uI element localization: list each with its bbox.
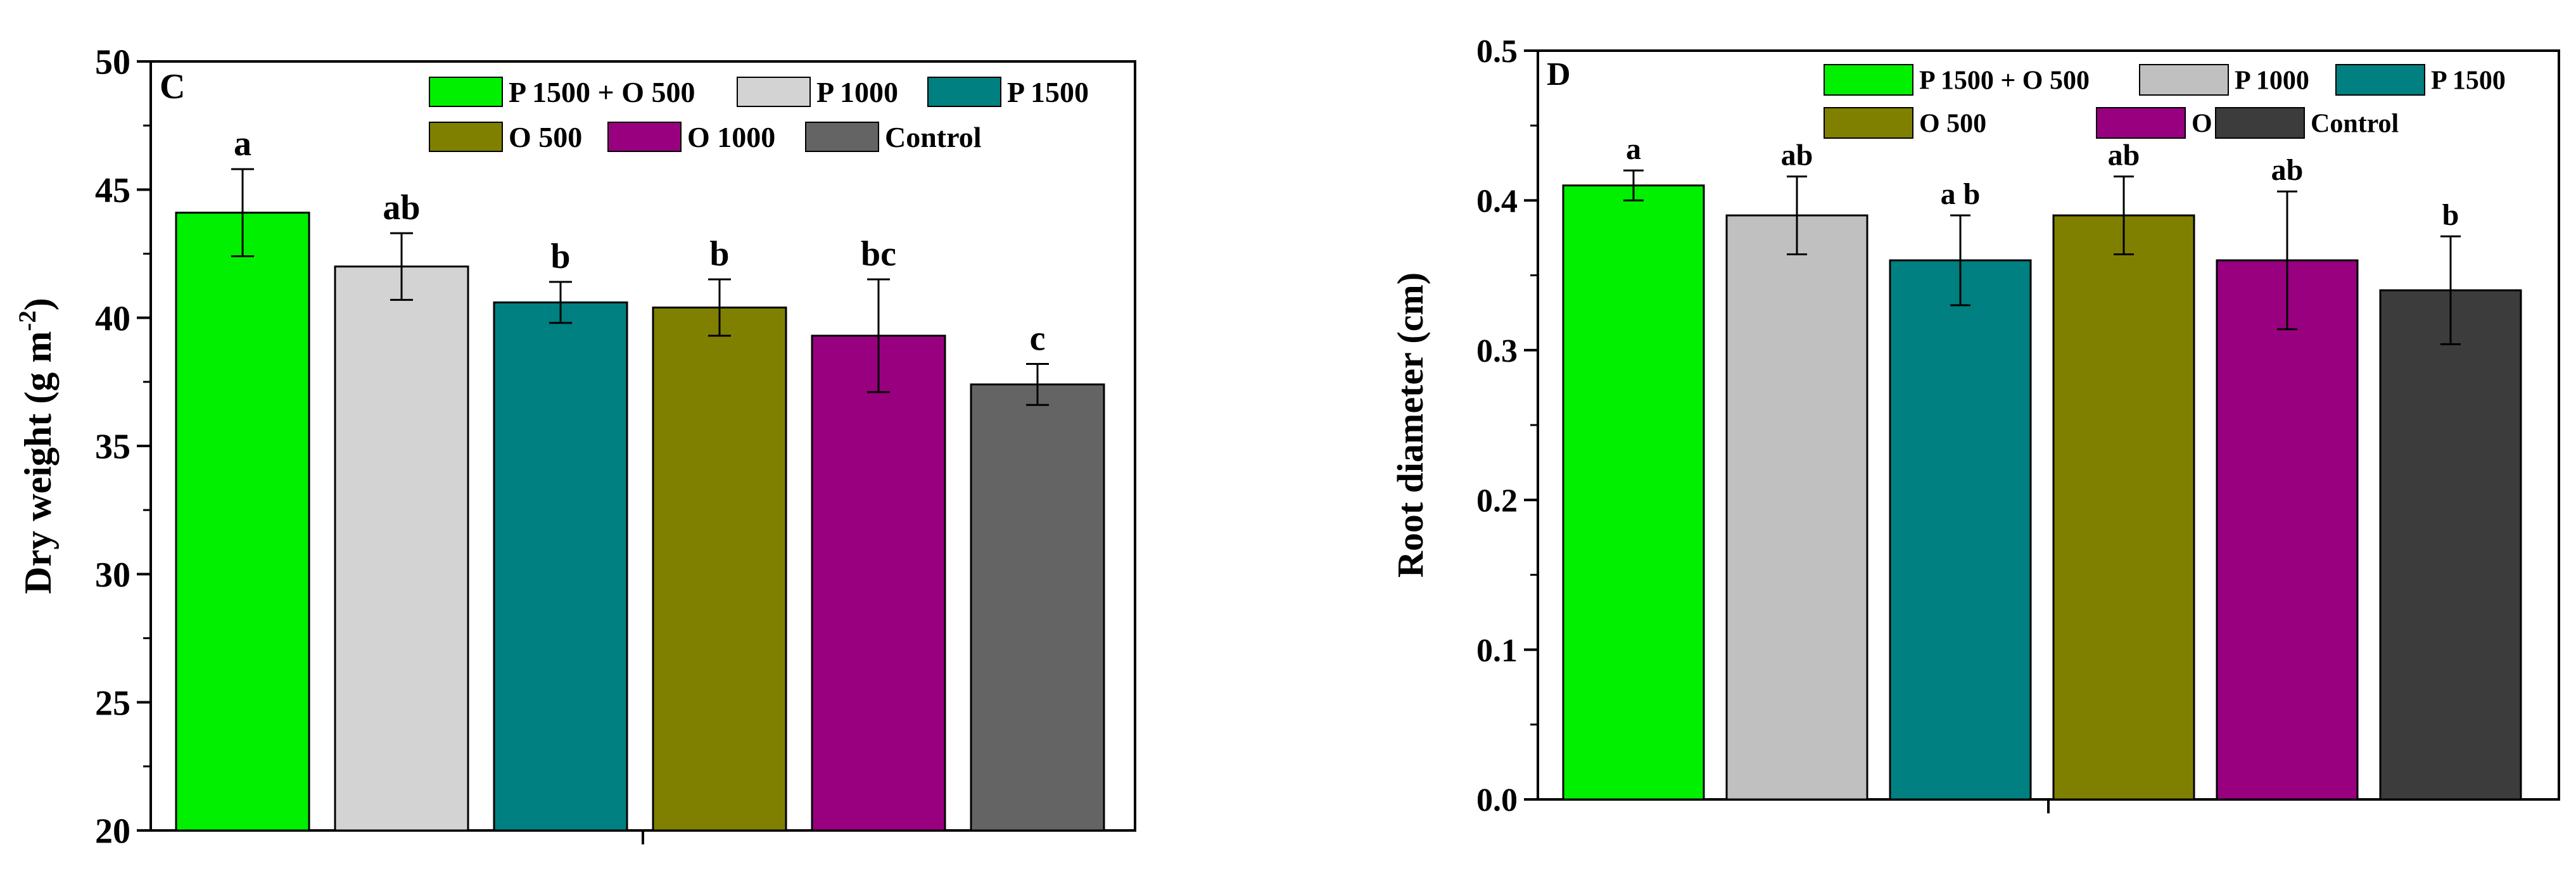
legend-swatch (429, 77, 503, 107)
legend-label: P 1000 (816, 76, 898, 108)
significance-letter: a (1626, 132, 1641, 166)
legend-swatch (737, 77, 811, 107)
y-tick-label: 35 (95, 428, 130, 467)
y-axis-label: Root diameter (cm) (1390, 272, 1431, 578)
legend-swatch (607, 122, 682, 152)
legend-label: P 1500 (2431, 67, 2506, 96)
panel-label: C (160, 67, 185, 106)
significance-letter: ab (2271, 153, 2304, 187)
legend-label: P 1500 + O 500 (509, 76, 695, 108)
legend-label: Control (2311, 110, 2399, 139)
y-tick-label: 20 (95, 812, 130, 851)
significance-letter: b (2442, 198, 2459, 232)
y-tick-label: 50 (95, 43, 130, 82)
y-tick-label: 40 (95, 299, 130, 338)
bar (2052, 214, 2195, 801)
y-tick-label: 0.3 (1476, 333, 1518, 369)
bar (1889, 259, 2032, 801)
chart-c: 20 25 30 35 40 45 50 Dry weight (g m-2) Ca ab b b bc… (14, 43, 1136, 851)
y-tick-label: 25 (95, 683, 130, 723)
y-tick-label: 0.4 (1476, 184, 1518, 220)
legend-label: Control (885, 121, 982, 153)
significance-letter: a b (1941, 177, 1981, 211)
bar (1562, 184, 1705, 801)
y-tick-label: 30 (95, 556, 130, 595)
y-axis-label: Dry weight (g m-2) (14, 298, 59, 594)
bar (175, 212, 310, 832)
y-tick-label: 0.5 (1476, 34, 1518, 70)
legend: P 1500 + O 500 P 1000 P 1500 O 500 O 1000 Con… (429, 76, 1089, 153)
bar (2216, 259, 2359, 801)
legend-swatch (2215, 107, 2305, 139)
legend-label: O 1000 (687, 121, 775, 153)
bar (970, 383, 1105, 832)
legend-swatch (927, 77, 1001, 107)
legend-swatch (1824, 107, 1913, 139)
y-tick-label: 0.2 (1476, 483, 1518, 519)
legend-swatch (2096, 107, 2186, 139)
significance-letter: a (234, 124, 251, 163)
bar (652, 306, 787, 832)
legend-swatch (2139, 64, 2229, 96)
significance-letter: b (709, 234, 729, 274)
bar (334, 265, 469, 832)
y-tick-label: 0.1 (1476, 633, 1518, 669)
bar (1725, 214, 1869, 801)
significance-letter: ab (2108, 139, 2140, 172)
bar (493, 301, 628, 832)
bar (811, 334, 946, 832)
legend-swatch (805, 122, 879, 152)
significance-letter: ab (1781, 139, 1813, 172)
significance-letter: ab (383, 188, 420, 227)
legend-label: P 1500 (1007, 76, 1089, 108)
legend-swatch (1824, 64, 1913, 96)
chart-d: 0.0 0.1 0.2 0.3 0.4 0.5 Root diameter (cm) Da ab… (1390, 34, 2560, 818)
legend-swatch (2335, 64, 2425, 96)
panel-label: D (1547, 56, 1571, 92)
legend-label: O 500 (1919, 110, 1986, 139)
y-tick-label: 45 (95, 171, 130, 210)
legend-label: P 1500 + O 500 (1919, 67, 2090, 96)
significance-letter: bc (861, 234, 896, 274)
legend-label: P 1000 (2235, 67, 2309, 96)
legend-swatch (429, 122, 503, 152)
significance-letter: b (550, 237, 570, 276)
bar (2379, 289, 2522, 801)
y-tick-label: 0.0 (1476, 782, 1518, 818)
legend-label: O 500 (509, 121, 582, 153)
significance-letter: c (1030, 319, 1046, 359)
